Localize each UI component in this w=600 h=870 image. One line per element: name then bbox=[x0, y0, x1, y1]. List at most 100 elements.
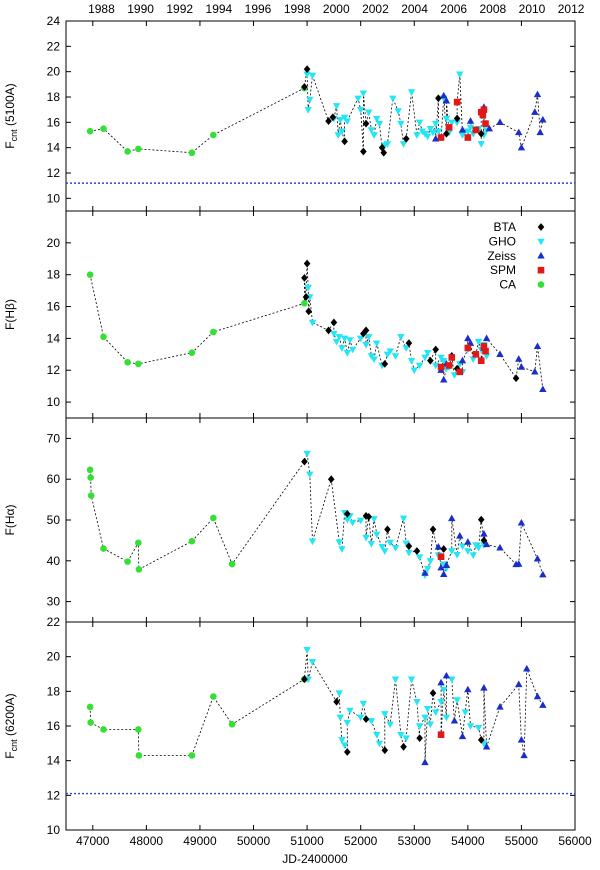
point-ca bbox=[87, 492, 95, 499]
point-gho bbox=[458, 543, 467, 551]
point-bta bbox=[477, 515, 485, 524]
point-gho bbox=[474, 725, 483, 732]
point-zeiss bbox=[539, 115, 547, 123]
point-ca bbox=[124, 358, 131, 366]
point-gho bbox=[308, 659, 317, 666]
point-gho bbox=[453, 551, 461, 559]
point-spm bbox=[437, 553, 445, 561]
point-zeiss bbox=[437, 563, 445, 571]
point-gho bbox=[370, 516, 378, 523]
point-zeiss bbox=[482, 540, 491, 548]
point-gho bbox=[405, 549, 413, 557]
point-gho bbox=[381, 548, 389, 555]
y-tick-label: 20 bbox=[47, 65, 61, 79]
point-bta bbox=[512, 374, 520, 383]
series-ca bbox=[86, 271, 308, 368]
point-bta bbox=[325, 326, 332, 335]
point-ca bbox=[135, 726, 142, 733]
point-gho bbox=[356, 714, 365, 722]
point-gho bbox=[474, 338, 483, 346]
y-tick-label: 14 bbox=[47, 754, 61, 768]
series-zeiss bbox=[421, 664, 547, 766]
point-gho bbox=[389, 95, 397, 103]
point-ca bbox=[87, 474, 94, 481]
point-zeiss bbox=[458, 126, 467, 133]
y-tick-label: 60 bbox=[47, 472, 61, 486]
point-bta bbox=[333, 697, 340, 706]
point-bta bbox=[341, 137, 348, 146]
x-tick-label: 52000 bbox=[344, 834, 378, 848]
point-zeiss bbox=[496, 703, 504, 710]
point-gho bbox=[381, 711, 389, 718]
point-gho bbox=[343, 350, 351, 357]
legend-label: BTA bbox=[494, 220, 516, 234]
point-gho bbox=[474, 545, 483, 552]
point-zeiss bbox=[533, 692, 542, 700]
point-bta bbox=[400, 742, 407, 751]
x-tick-label: 48000 bbox=[130, 834, 164, 848]
point-gho bbox=[335, 690, 343, 697]
point-zeiss bbox=[440, 375, 448, 383]
y-tick-label: 14 bbox=[47, 141, 61, 155]
point-gho bbox=[423, 350, 432, 357]
point-gho bbox=[423, 705, 432, 713]
point-spm bbox=[482, 347, 489, 355]
point-gho bbox=[335, 539, 343, 546]
x-tick-label: 53000 bbox=[398, 834, 432, 848]
point-gho bbox=[456, 71, 464, 79]
panel-2: 10 12 14 16 18 20 F(Hβ) bbox=[3, 210, 576, 419]
point-ca bbox=[86, 703, 94, 711]
point-gho bbox=[437, 699, 445, 706]
panel-4: 10 12 14 16 18 20 22 Fcnt (6200A) bbox=[3, 615, 576, 837]
point-gho bbox=[440, 357, 448, 365]
point-zeiss bbox=[517, 518, 526, 526]
point-gho bbox=[397, 120, 405, 128]
legend-marker-spm bbox=[537, 266, 545, 274]
point-gho bbox=[402, 735, 410, 743]
point-gho bbox=[458, 132, 467, 139]
point-gho bbox=[391, 676, 400, 684]
point-gho bbox=[469, 552, 477, 559]
point-bta bbox=[303, 65, 311, 74]
top-year-label: 2002 bbox=[362, 2, 389, 16]
point-ca bbox=[301, 300, 308, 307]
point-gho bbox=[407, 89, 416, 96]
y-tick-label: 24 bbox=[47, 14, 61, 28]
top-year-label: 2006 bbox=[440, 2, 467, 16]
point-gho bbox=[338, 546, 346, 553]
series-bta bbox=[301, 675, 485, 756]
point-gho bbox=[431, 709, 440, 717]
point-ca bbox=[210, 131, 217, 139]
y-tick-label: 40 bbox=[47, 554, 61, 568]
point-gho bbox=[391, 545, 400, 552]
x-tick-label: 47000 bbox=[76, 834, 110, 848]
point-bta bbox=[362, 326, 370, 335]
point-zeiss bbox=[515, 680, 523, 688]
point-gho bbox=[423, 133, 432, 141]
y-tick-label: 16 bbox=[47, 300, 61, 314]
y-label-rest: (6200A) bbox=[3, 693, 17, 739]
point-gho bbox=[423, 565, 432, 573]
point-ca bbox=[86, 466, 94, 474]
point-ca bbox=[87, 719, 94, 726]
point-ca bbox=[135, 539, 142, 547]
point-gho bbox=[378, 543, 386, 551]
point-ca bbox=[100, 726, 107, 733]
point-bta bbox=[362, 715, 370, 723]
point-gho bbox=[431, 120, 440, 128]
point-gho bbox=[434, 128, 443, 136]
series-ca bbox=[86, 84, 308, 157]
x-tick-label: 56000 bbox=[558, 834, 592, 848]
y-tick-label: 50 bbox=[47, 513, 61, 527]
point-bta bbox=[453, 114, 461, 123]
point-gho bbox=[373, 531, 381, 539]
y-tick-label: 10 bbox=[47, 395, 61, 409]
point-zeiss bbox=[539, 385, 547, 393]
point-bta bbox=[301, 273, 308, 282]
point-gho bbox=[442, 714, 451, 722]
point-bta bbox=[329, 113, 337, 122]
point-gho bbox=[356, 517, 365, 525]
point-spm bbox=[472, 351, 480, 358]
legend-marker-zeiss bbox=[537, 251, 545, 259]
y-tick-label: 12 bbox=[47, 788, 61, 802]
